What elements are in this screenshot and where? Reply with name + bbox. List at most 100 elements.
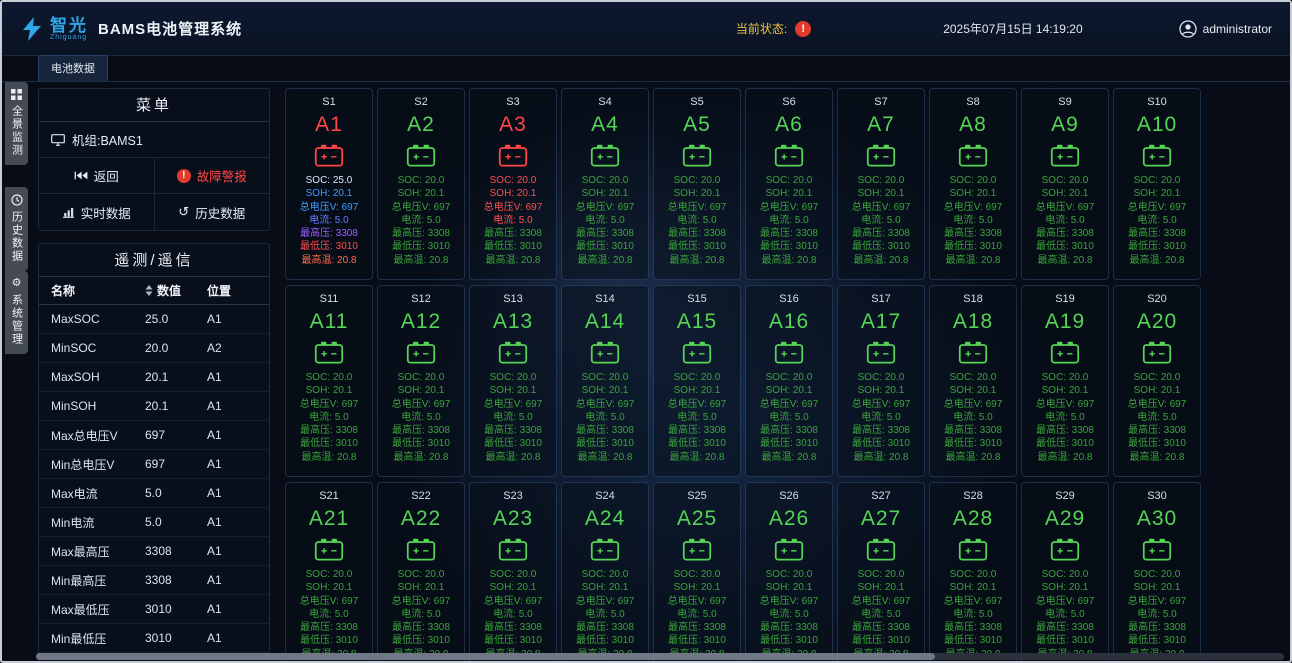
battery-card[interactable]: S14 A14 SOC: 20.0 SOH: 20.1 总电压V: 697 电流: 5… bbox=[561, 285, 649, 477]
card-stat-line: 总电压V: 697 bbox=[1035, 595, 1095, 607]
back-button[interactable]: 返回 bbox=[39, 158, 154, 193]
battery-card[interactable]: S16 A16 SOC: 20.0 SOH: 20.1 总电压V: 697 电流: 5… bbox=[745, 285, 833, 477]
realtime-data-button[interactable]: 实时数据 bbox=[39, 194, 154, 230]
battery-card[interactable]: S29 A29 SOC: 20.0 SOH: 20.1 总电压V: 697 电流: 5… bbox=[1021, 482, 1109, 661]
battery-card[interactable]: S11 A11 SOC: 20.0 SOH: 20.1 总电压V: 697 电流: 5… bbox=[285, 285, 373, 477]
scrollbar-thumb[interactable] bbox=[36, 653, 935, 660]
battery-icon bbox=[590, 144, 620, 167]
battery-card[interactable]: S24 A24 SOC: 20.0 SOH: 20.1 总电压V: 697 电流: 5… bbox=[561, 482, 649, 661]
battery-card[interactable]: S15 A15 SOC: 20.0 SOH: 20.1 总电压V: 697 电流: 5… bbox=[653, 285, 741, 477]
telemetry-location: A2 bbox=[207, 341, 222, 355]
card-stats: SOC: 20.0 SOH: 20.1 总电压V: 697 电流: 5.0 最高压: 3… bbox=[576, 174, 635, 267]
horizontal-scrollbar[interactable] bbox=[36, 653, 1284, 660]
card-stat-line: 最高压: 3308 bbox=[392, 622, 450, 634]
telemetry-location: A1 bbox=[207, 631, 222, 645]
battery-card[interactable]: S23 A23 SOC: 20.0 SOH: 20.1 总电压V: 697 电流: 5… bbox=[469, 482, 557, 661]
battery-card[interactable]: S25 A25 SOC: 20.0 SOH: 20.1 总电压V: 697 电流: 5… bbox=[653, 482, 741, 661]
card-string-id: S16 bbox=[779, 293, 799, 305]
card-stat-line: SOC: 20.0 bbox=[857, 175, 905, 186]
telemetry-row[interactable]: Max总电压V 697 A1 bbox=[39, 421, 269, 450]
card-stat-line: 最低压: 3010 bbox=[392, 438, 450, 450]
card-stat-line: 最低压: 3010 bbox=[1036, 438, 1094, 450]
card-string-id: S2 bbox=[414, 96, 428, 108]
battery-card[interactable]: S1 A1 SOC: 25.0 SOH: 20.1 总电压V: 697 电流: 5.0… bbox=[285, 88, 373, 280]
card-stat-line: 电流: 5.0 bbox=[953, 411, 993, 423]
battery-card[interactable]: S22 A22 SOC: 20.0 SOH: 20.1 总电压V: 697 电流: 5… bbox=[377, 482, 465, 661]
battery-card[interactable]: S13 A13 SOC: 20.0 SOH: 20.1 总电压V: 697 电流: 5… bbox=[469, 285, 557, 477]
sort-icon[interactable] bbox=[145, 285, 153, 296]
card-stat-line: 最高温: 20.8 bbox=[761, 254, 817, 266]
battery-card[interactable]: S9 A9 SOC: 20.0 SOH: 20.1 总电压V: 697 电流: 5.0… bbox=[1021, 88, 1109, 280]
card-stat-line: 总电压V: 697 bbox=[299, 595, 359, 607]
card-stat-line: 电流: 5.0 bbox=[769, 608, 809, 620]
telemetry-row[interactable]: Min总电压V 697 A1 bbox=[39, 450, 269, 479]
telemetry-name: Min最高压 bbox=[51, 573, 107, 588]
telemetry-row[interactable]: Min电流 5.0 A1 bbox=[39, 508, 269, 537]
telemetry-row[interactable]: MaxSOH 20.1 A1 bbox=[39, 363, 269, 392]
battery-card[interactable]: S27 A27 SOC: 20.0 SOH: 20.1 总电压V: 697 电流: 5… bbox=[837, 482, 925, 661]
alert-icon[interactable]: ! bbox=[795, 20, 812, 37]
card-stat-line: SOH: 20.1 bbox=[581, 385, 629, 397]
card-stat-line: SOC: 20.0 bbox=[949, 372, 997, 383]
telemetry-row[interactable]: Max最高压 3308 A1 bbox=[39, 537, 269, 566]
telemetry-location: A1 bbox=[207, 515, 222, 529]
telemetry-row[interactable]: Min最高压 3308 A1 bbox=[39, 566, 269, 595]
card-stat-line: 总电压V: 697 bbox=[1127, 595, 1187, 607]
card-stat-line: SOH: 20.1 bbox=[949, 188, 997, 200]
telemetry-row[interactable]: MinSOC 20.0 A2 bbox=[39, 334, 269, 363]
sidebar-item-panorama[interactable]: 全景监测 bbox=[5, 82, 28, 165]
card-battery-id: A5 bbox=[683, 113, 711, 136]
telemetry-row[interactable]: Max电流 5.0 A1 bbox=[39, 479, 269, 508]
telemetry-name: Max电流 bbox=[51, 486, 98, 501]
card-string-id: S25 bbox=[687, 490, 707, 502]
card-stat-line: 总电压V: 697 bbox=[667, 398, 727, 410]
battery-card[interactable]: S4 A4 SOC: 20.0 SOH: 20.1 总电压V: 697 电流: 5.0… bbox=[561, 88, 649, 280]
card-stat-line: 总电压V: 697 bbox=[575, 595, 635, 607]
card-stat-line: 电流: 5.0 bbox=[585, 214, 625, 226]
battery-card[interactable]: S26 A26 SOC: 20.0 SOH: 20.1 总电压V: 697 电流: 5… bbox=[745, 482, 833, 661]
battery-card[interactable]: S5 A5 SOC: 20.0 SOH: 20.1 总电压V: 697 电流: 5.0… bbox=[653, 88, 741, 280]
user-account[interactable]: administrator bbox=[1178, 19, 1272, 38]
card-stat-line: 电流: 5.0 bbox=[861, 608, 901, 620]
battery-card[interactable]: S17 A17 SOC: 20.0 SOH: 20.1 总电压V: 697 电流: 5… bbox=[837, 285, 925, 477]
card-stats: SOC: 20.0 SOH: 20.1 总电压V: 697 电流: 5.0 最高压: 3… bbox=[392, 371, 451, 464]
tab-battery-data[interactable]: 电池数据 bbox=[38, 55, 108, 81]
battery-icon bbox=[590, 538, 620, 561]
card-stat-line: 最高温: 20.8 bbox=[853, 254, 909, 266]
battery-card[interactable]: S28 A28 SOC: 20.0 SOH: 20.1 总电压V: 697 电流: 5… bbox=[929, 482, 1017, 661]
battery-card[interactable]: S19 A19 SOC: 20.0 SOH: 20.1 总电压V: 697 电流: 5… bbox=[1021, 285, 1109, 477]
battery-card[interactable]: S10 A10 SOC: 20.0 SOH: 20.1 总电压V: 697 电流: 5… bbox=[1113, 88, 1201, 280]
card-battery-id: A17 bbox=[860, 310, 902, 333]
battery-icon bbox=[682, 538, 712, 561]
card-battery-id: A29 bbox=[1044, 507, 1086, 530]
sidebar-item-history[interactable]: 历史数据 bbox=[5, 187, 28, 271]
history-data-button[interactable]: ↺ 历史数据 bbox=[153, 194, 270, 230]
sidebar-item-system[interactable]: ⚙ 系统管理 bbox=[5, 271, 28, 354]
battery-card[interactable]: S7 A7 SOC: 20.0 SOH: 20.1 总电压V: 697 电流: 5.0… bbox=[837, 88, 925, 280]
card-battery-id: A13 bbox=[492, 310, 534, 333]
card-stat-line: SOH: 20.1 bbox=[857, 188, 905, 200]
battery-card[interactable]: S18 A18 SOC: 20.0 SOH: 20.1 总电压V: 697 电流: 5… bbox=[929, 285, 1017, 477]
card-stats: SOC: 20.0 SOH: 20.1 总电压V: 697 电流: 5.0 最高压: 3… bbox=[760, 174, 819, 267]
card-stat-line: SOH: 20.1 bbox=[857, 385, 905, 397]
left-column: 菜单 机组:BAMS1 返回 bbox=[38, 88, 270, 661]
battery-card[interactable]: S20 A20 SOC: 20.0 SOH: 20.1 总电压V: 697 电流: 5… bbox=[1113, 285, 1201, 477]
battery-card[interactable]: S2 A2 SOC: 20.0 SOH: 20.1 总电压V: 697 电流: 5.0… bbox=[377, 88, 465, 280]
battery-card[interactable]: S8 A8 SOC: 20.0 SOH: 20.1 总电压V: 697 电流: 5.0… bbox=[929, 88, 1017, 280]
telemetry-row[interactable]: Min最低压 3010 A1 bbox=[39, 624, 269, 653]
unit-row[interactable]: 机组:BAMS1 bbox=[39, 122, 269, 158]
telemetry-row[interactable]: MinSOH 20.1 A1 bbox=[39, 392, 269, 421]
battery-card[interactable]: S3 A3 SOC: 20.0 SOH: 20.1 总电压V: 697 电流: 5.0… bbox=[469, 88, 557, 280]
battery-card[interactable]: S6 A6 SOC: 20.0 SOH: 20.1 总电压V: 697 电流: 5.0… bbox=[745, 88, 833, 280]
battery-card[interactable]: S21 A21 SOC: 20.0 SOH: 20.1 总电压V: 697 电流: 5… bbox=[285, 482, 373, 661]
card-stat-line: 最低压: 3010 bbox=[300, 635, 358, 647]
telemetry-name: Max最低压 bbox=[51, 602, 110, 617]
card-stat-line: SOH: 20.1 bbox=[673, 385, 721, 397]
telemetry-row[interactable]: MaxSOC 25.0 A1 bbox=[39, 305, 269, 334]
fault-alarm-button[interactable]: ! 故障警报 bbox=[153, 158, 270, 193]
card-stat-line: SOH: 20.1 bbox=[765, 385, 813, 397]
telemetry-row[interactable]: Max最低压 3010 A1 bbox=[39, 595, 269, 624]
battery-card[interactable]: S12 A12 SOC: 20.0 SOH: 20.1 总电压V: 697 电流: 5… bbox=[377, 285, 465, 477]
battery-card[interactable]: S30 A30 SOC: 20.0 SOH: 20.1 总电压V: 697 电流: 5… bbox=[1113, 482, 1201, 661]
telemetry-value: 3010 bbox=[145, 602, 172, 616]
